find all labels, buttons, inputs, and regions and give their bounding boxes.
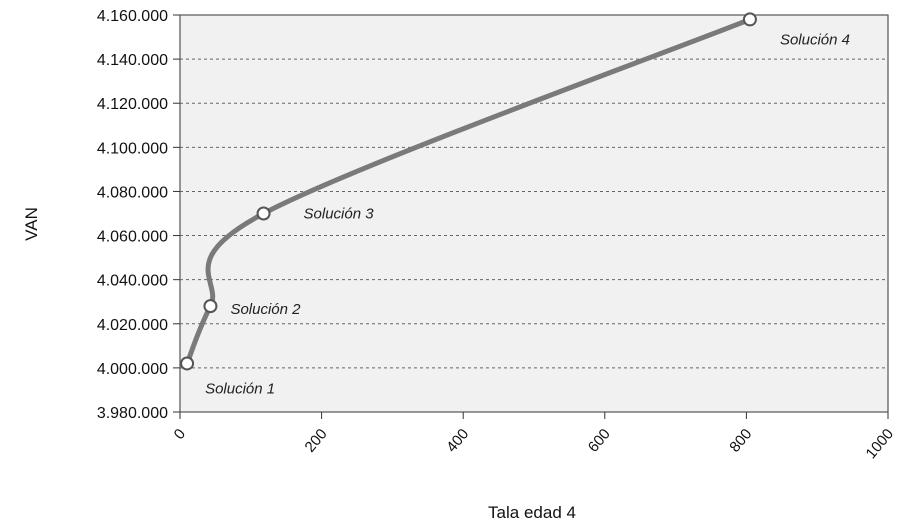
point-annotation: Solución 2	[230, 301, 301, 318]
y-tick-label: 3.980.000	[97, 405, 168, 422]
x-axis-label: Tala edad 4	[488, 503, 576, 522]
data-point	[742, 12, 757, 27]
y-tick-label: 4.040.000	[97, 273, 168, 290]
x-tick-label: 200	[302, 426, 331, 456]
x-tick-label: 1000	[863, 426, 897, 462]
y-tick-label: 4.080.000	[97, 184, 168, 201]
x-tick-label: 800	[726, 426, 755, 456]
y-axis-label: VAN	[22, 207, 41, 241]
y-tick-label: 4.000.000	[97, 361, 168, 378]
x-axis-ticks: 0 200 400 600 800 1000	[171, 412, 897, 462]
data-point	[256, 206, 271, 221]
y-tick-label: 4.020.000	[97, 317, 168, 334]
x-tick-label: 400	[443, 426, 472, 456]
y-tick-label: 4.160.000	[97, 8, 168, 25]
y-tick-label: 4.140.000	[97, 52, 168, 69]
x-tick-label: 0	[171, 426, 189, 443]
data-point	[180, 356, 195, 371]
point-annotation: Solución 4	[780, 31, 850, 48]
point-annotation: Solución 1	[205, 380, 275, 397]
x-tick-label: 600	[585, 426, 614, 456]
annotations: Solución 1 Solución 2 Solución 3 Solución 4	[205, 31, 850, 397]
y-axis-ticks: 3.980.000 4.000.000 4.020.000 4.040.000 4.06…	[97, 8, 180, 422]
y-tick-label: 4.060.000	[97, 229, 168, 246]
point-annotation: Solución 3	[304, 206, 375, 223]
data-point	[203, 299, 218, 314]
y-tick-label: 4.100.000	[97, 140, 168, 157]
plot-background	[179, 14, 889, 413]
plot-area	[179, 14, 889, 413]
series	[180, 12, 757, 371]
y-tick-label: 4.120.000	[97, 96, 168, 113]
